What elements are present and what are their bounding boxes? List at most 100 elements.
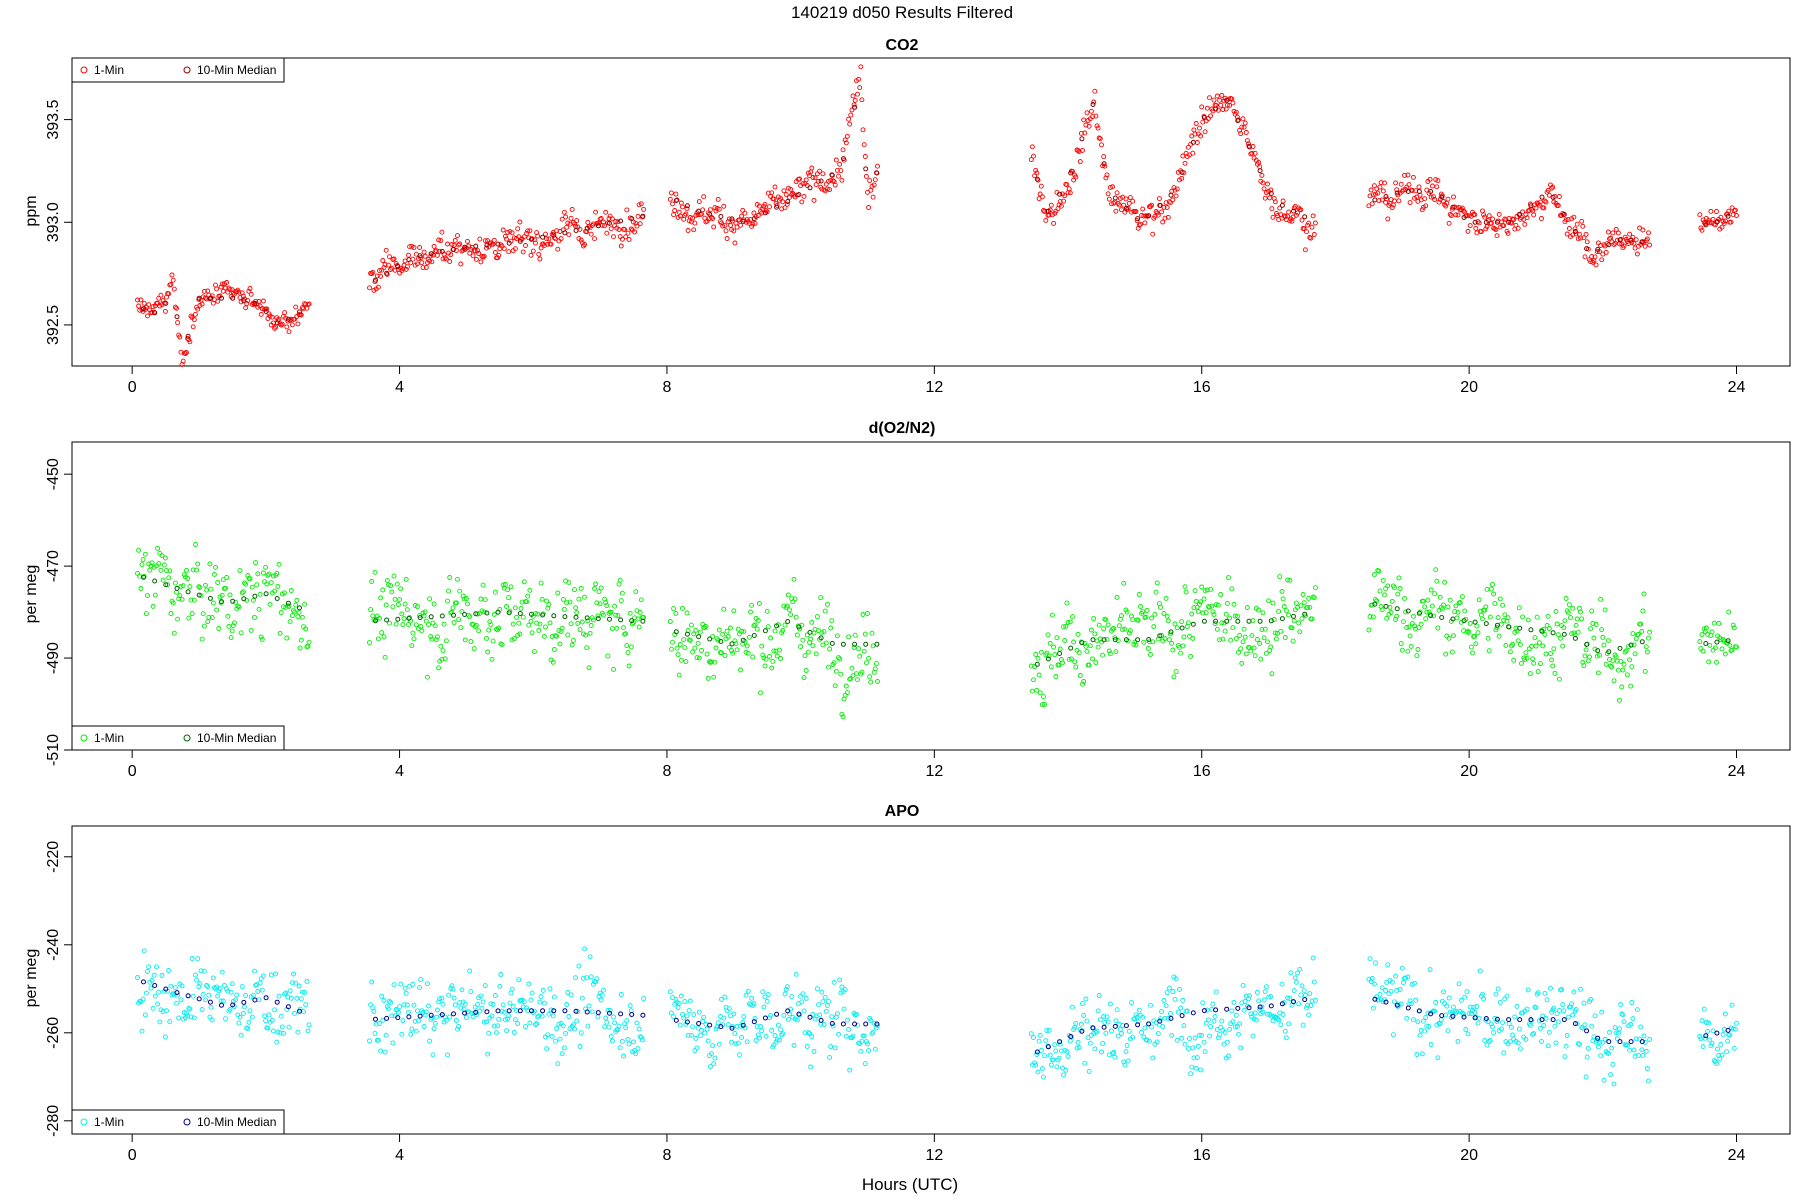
data-point bbox=[744, 1039, 750, 1045]
data-point bbox=[496, 252, 502, 258]
data-point bbox=[1542, 198, 1548, 204]
median-point bbox=[451, 246, 456, 252]
data-point bbox=[1624, 672, 1630, 678]
data-point bbox=[865, 1041, 870, 1047]
data-point bbox=[1191, 127, 1197, 133]
data-point bbox=[1611, 1081, 1617, 1087]
data-point bbox=[1088, 108, 1094, 114]
data-point bbox=[633, 589, 639, 595]
data-point bbox=[1621, 243, 1627, 249]
data-point bbox=[417, 985, 423, 991]
data-point bbox=[429, 636, 435, 642]
data-point bbox=[489, 1013, 495, 1019]
data-point bbox=[495, 1023, 501, 1029]
data-point bbox=[404, 1002, 410, 1008]
data-point bbox=[414, 604, 420, 610]
median-point bbox=[297, 309, 302, 315]
data-point bbox=[419, 260, 425, 266]
data-point bbox=[208, 1004, 214, 1010]
data-point bbox=[1170, 989, 1176, 994]
data-point bbox=[704, 1026, 710, 1032]
data-point bbox=[219, 281, 225, 287]
data-point bbox=[1588, 626, 1594, 632]
data-point bbox=[714, 206, 720, 211]
median-point bbox=[1539, 628, 1545, 634]
data-point bbox=[765, 624, 771, 630]
data-point bbox=[204, 982, 210, 988]
x-axis-label: Hours (UTC) bbox=[862, 1175, 958, 1194]
data-point bbox=[382, 1049, 388, 1055]
data-point bbox=[199, 1007, 205, 1012]
data-point bbox=[463, 596, 469, 601]
data-point bbox=[1711, 620, 1717, 626]
data-point bbox=[1461, 1011, 1467, 1017]
data-point bbox=[414, 1008, 420, 1014]
data-point bbox=[1619, 1011, 1625, 1017]
data-point bbox=[785, 1016, 791, 1022]
data-point bbox=[429, 259, 435, 265]
median-point bbox=[451, 1011, 456, 1017]
data-point bbox=[461, 596, 467, 602]
data-point bbox=[781, 1012, 787, 1018]
data-point bbox=[518, 605, 524, 611]
data-point bbox=[147, 567, 153, 573]
data-point bbox=[1075, 631, 1081, 637]
data-point bbox=[1180, 997, 1186, 1003]
data-point bbox=[140, 557, 146, 563]
median-point bbox=[1416, 1008, 1422, 1014]
data-point bbox=[709, 1051, 714, 1057]
median-point bbox=[1112, 637, 1118, 643]
data-point bbox=[220, 998, 226, 1004]
data-point bbox=[1598, 596, 1604, 602]
data-point bbox=[180, 583, 186, 589]
data-point bbox=[1423, 616, 1429, 622]
data-point bbox=[1390, 1032, 1396, 1038]
data-point bbox=[239, 590, 245, 596]
data-point bbox=[1259, 627, 1265, 633]
data-point bbox=[668, 1010, 674, 1016]
data-point bbox=[721, 606, 727, 612]
data-point bbox=[223, 1016, 228, 1022]
data-point bbox=[1033, 1062, 1039, 1068]
data-point bbox=[783, 192, 789, 197]
data-point bbox=[264, 581, 270, 587]
data-point bbox=[1057, 199, 1063, 205]
data-point bbox=[1122, 209, 1128, 215]
data-point bbox=[804, 1043, 810, 1049]
data-point bbox=[836, 173, 841, 179]
data-point bbox=[1243, 651, 1249, 657]
data-point bbox=[1238, 646, 1244, 652]
data-point bbox=[1730, 622, 1736, 628]
data-point bbox=[763, 1033, 769, 1039]
data-point bbox=[1177, 986, 1182, 992]
data-point bbox=[1433, 567, 1439, 573]
data-point bbox=[867, 1015, 873, 1021]
median-point bbox=[751, 1019, 757, 1025]
data-point bbox=[1249, 150, 1255, 156]
data-point bbox=[1732, 207, 1738, 213]
data-point bbox=[1572, 226, 1578, 232]
data-point bbox=[418, 624, 424, 629]
median-point bbox=[1617, 237, 1623, 243]
data-point bbox=[826, 999, 831, 1004]
data-point bbox=[373, 1021, 379, 1027]
data-point bbox=[1053, 674, 1059, 679]
data-point bbox=[1629, 240, 1635, 245]
median-point bbox=[1135, 637, 1141, 643]
data-point bbox=[491, 1023, 497, 1029]
data-point bbox=[295, 1029, 301, 1035]
median-point bbox=[141, 306, 146, 312]
data-point bbox=[250, 992, 256, 998]
median-point bbox=[1606, 242, 1612, 248]
median-point bbox=[729, 1025, 735, 1031]
median-point bbox=[540, 1008, 546, 1014]
median-point bbox=[573, 228, 579, 233]
data-point bbox=[1260, 180, 1266, 186]
data-point bbox=[1190, 1045, 1196, 1051]
data-point bbox=[445, 1052, 450, 1058]
data-point bbox=[790, 599, 796, 605]
data-point bbox=[1525, 987, 1531, 993]
data-point bbox=[768, 635, 774, 641]
data-point bbox=[770, 658, 776, 664]
data-point bbox=[711, 1061, 717, 1067]
